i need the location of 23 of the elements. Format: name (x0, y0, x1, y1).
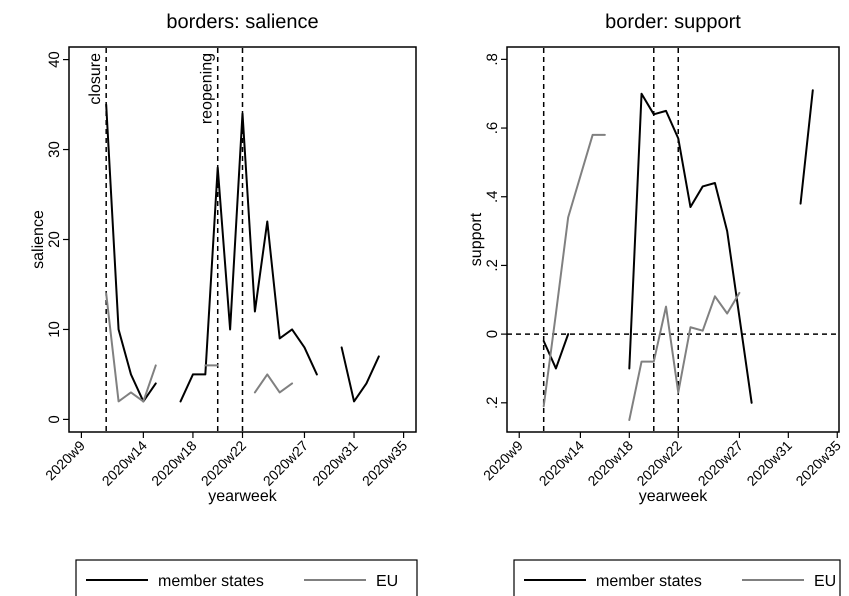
y-tick-label: .8 (484, 53, 501, 66)
y-axis-title: salience (30, 210, 47, 269)
legend-label: EU (814, 573, 836, 590)
y-axis-title: support (468, 212, 485, 266)
legend-label: member states (596, 573, 702, 590)
y-tick-label: .2 (484, 396, 501, 410)
x-axis-title: yearweek (638, 488, 708, 505)
y-tick-label: 0 (46, 415, 63, 424)
legend-label: EU (376, 573, 398, 590)
chart-title: borders: salience (166, 11, 319, 33)
ref-line-label: reopening (198, 53, 216, 124)
legend-label: member states (158, 573, 264, 590)
y-tick-label: 30 (46, 141, 63, 158)
ref-line-label: closure (87, 52, 104, 105)
y-tick-label: 10 (46, 321, 63, 338)
y-tick-label: .2 (484, 259, 501, 272)
chart-title: border: support (605, 11, 742, 33)
y-tick-label: .4 (484, 190, 501, 203)
x-axis-title: yearweek (208, 488, 278, 505)
y-tick-label: 40 (46, 51, 63, 68)
y-tick-label: 0 (484, 330, 501, 338)
y-tick-label: .6 (484, 122, 501, 134)
y-tick-label: 20 (46, 231, 63, 248)
